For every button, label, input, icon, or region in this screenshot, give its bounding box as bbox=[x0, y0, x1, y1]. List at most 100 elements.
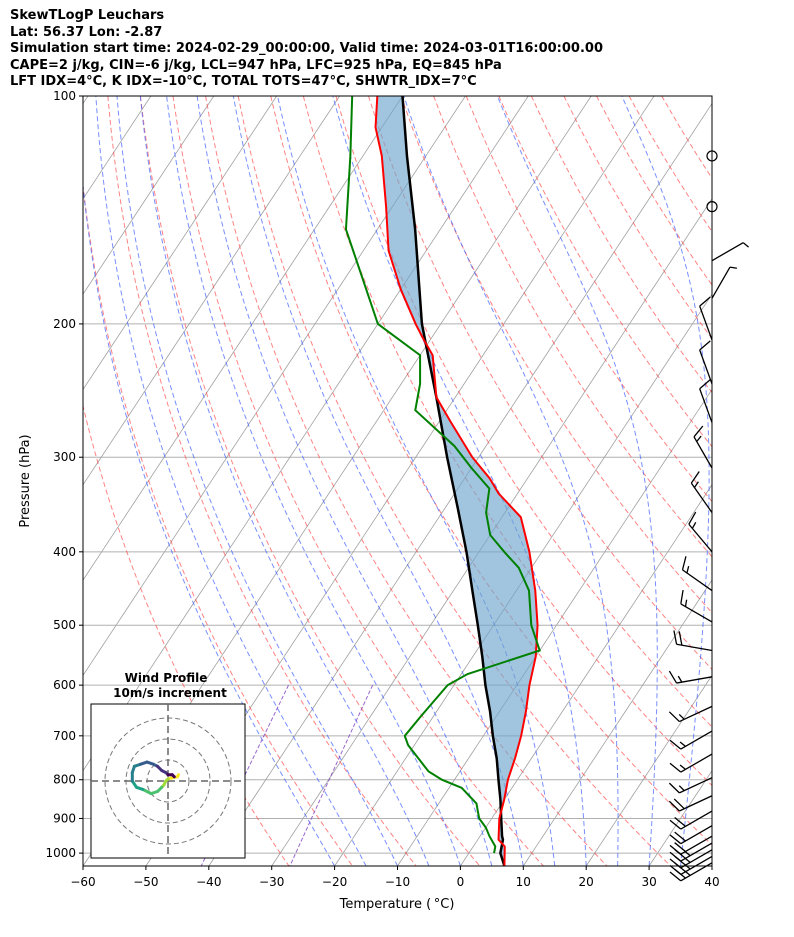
dry-adiabat-line bbox=[270, 96, 712, 846]
barb-flag bbox=[678, 713, 685, 720]
barb-staff bbox=[699, 388, 713, 423]
moist-adiabat-line bbox=[116, 96, 398, 866]
y-tick-label: 800 bbox=[53, 773, 76, 787]
barb-flag bbox=[669, 762, 682, 773]
barb-flag bbox=[684, 599, 688, 607]
wind-barb bbox=[706, 201, 718, 213]
wind-barb bbox=[669, 753, 713, 773]
wind-barb bbox=[680, 589, 713, 623]
dry-adiabat-line bbox=[400, 96, 712, 614]
inset-subtitle: 10m/s increment bbox=[113, 686, 227, 700]
y-tick-label: 500 bbox=[53, 618, 76, 632]
wind-barb bbox=[669, 835, 713, 855]
barb-staff bbox=[682, 569, 713, 592]
barb-flag bbox=[699, 379, 711, 390]
dry-adiabat-line bbox=[335, 96, 712, 728]
barb-flag bbox=[674, 817, 686, 827]
x-tick-label: −40 bbox=[196, 875, 221, 889]
parcel-line bbox=[401, 96, 506, 866]
time-info: Simulation start time: 2024-02-29_00:00:… bbox=[10, 41, 603, 56]
inset-title: Wind Profile bbox=[125, 671, 208, 685]
barb-flag bbox=[681, 556, 687, 571]
wind-barb bbox=[668, 777, 713, 794]
barb-flag bbox=[693, 425, 704, 438]
wind-barb bbox=[699, 379, 713, 423]
barb-flag bbox=[679, 741, 686, 747]
x-tick-label: −10 bbox=[385, 875, 410, 889]
dry-adiabat-line bbox=[205, 96, 608, 866]
barb-flag bbox=[678, 785, 685, 792]
x-tick-label: −30 bbox=[259, 875, 284, 889]
wind-barb bbox=[668, 795, 713, 812]
hodograph-segment bbox=[170, 773, 176, 779]
x-tick-label: −20 bbox=[322, 875, 347, 889]
y-axis-ticks: 100 200 300 400 500 600 700 800 900 1000 bbox=[45, 89, 83, 860]
index-info: LFT IDX=4°C, K IDX=-10°C, TOTAL TOTS=47°… bbox=[10, 74, 477, 89]
barb-flag bbox=[680, 589, 684, 604]
y-tick-label: 600 bbox=[53, 678, 76, 692]
dry-adiabat-line bbox=[172, 96, 544, 866]
barb-staff bbox=[676, 643, 713, 652]
barb-staff bbox=[680, 603, 713, 623]
barb-staff bbox=[680, 862, 713, 882]
barb-staff bbox=[680, 753, 713, 773]
barb-flag bbox=[668, 670, 678, 684]
barb-flag bbox=[669, 844, 682, 855]
x-tick-label: −60 bbox=[70, 875, 95, 889]
barb-staff bbox=[693, 436, 713, 469]
wind-barb bbox=[669, 849, 713, 869]
moist-adiabat-line bbox=[139, 96, 430, 866]
dry-adiabat-line bbox=[465, 96, 712, 503]
temperature-line bbox=[374, 96, 539, 866]
barb-flag bbox=[699, 296, 711, 307]
wind-barb bbox=[706, 150, 718, 162]
wind-barb bbox=[699, 296, 713, 341]
moist-adiabat-line bbox=[332, 96, 587, 866]
barb-staff bbox=[699, 349, 713, 385]
isotherm-line bbox=[648, 769, 712, 866]
y-tick-label: 1000 bbox=[45, 846, 76, 860]
y-tick-label: 300 bbox=[53, 450, 76, 464]
barb-staff bbox=[680, 835, 713, 855]
moist-adiabat-line bbox=[95, 96, 367, 866]
calm-circle bbox=[706, 150, 718, 162]
barb-flag bbox=[673, 630, 678, 645]
barb-flag bbox=[688, 511, 697, 525]
barb-flag bbox=[669, 851, 682, 862]
barb-staff bbox=[679, 705, 713, 723]
isotherm-line bbox=[460, 484, 712, 866]
calm-circle bbox=[706, 201, 718, 213]
y-tick-label: 400 bbox=[53, 545, 76, 559]
dry-adiabat-line bbox=[498, 96, 712, 448]
isotherm-line bbox=[83, 96, 403, 581]
wind-barb bbox=[711, 242, 750, 262]
barb-flag bbox=[669, 865, 682, 875]
barb-flag bbox=[678, 631, 683, 646]
moist-adiabat-line bbox=[232, 96, 524, 866]
chart-title: SkewTLogP Leuchars bbox=[10, 8, 165, 23]
wind-barb bbox=[699, 340, 713, 385]
mixing-ratio-line bbox=[289, 684, 374, 866]
isotherm-line bbox=[711, 865, 712, 866]
x-axis-ticks: −60 −50 −40 −30 −20 −10 0 10 20 30 40 bbox=[70, 866, 720, 889]
barb-flag bbox=[677, 675, 683, 683]
barb-staff bbox=[680, 855, 713, 875]
profile-lines bbox=[344, 96, 541, 866]
wind-barb bbox=[673, 630, 713, 652]
x-tick-label: 20 bbox=[579, 875, 594, 889]
barb-staff bbox=[688, 523, 713, 553]
y-axis-label: Pressure (hPa) bbox=[18, 434, 33, 527]
barb-flag bbox=[669, 819, 682, 830]
wind-barb bbox=[669, 810, 713, 830]
y-tick-label: 100 bbox=[53, 89, 76, 103]
dry-adiabat-line bbox=[139, 96, 481, 866]
barb-flag bbox=[742, 242, 750, 248]
barb-staff bbox=[680, 810, 713, 830]
isotherm-line bbox=[83, 96, 529, 772]
barb-flag bbox=[674, 831, 686, 842]
x-tick-label: 40 bbox=[704, 875, 719, 889]
y-tick-label: 700 bbox=[53, 729, 76, 743]
background-grid bbox=[83, 96, 712, 866]
barb-staff bbox=[679, 795, 713, 812]
barb-staff bbox=[680, 825, 713, 845]
